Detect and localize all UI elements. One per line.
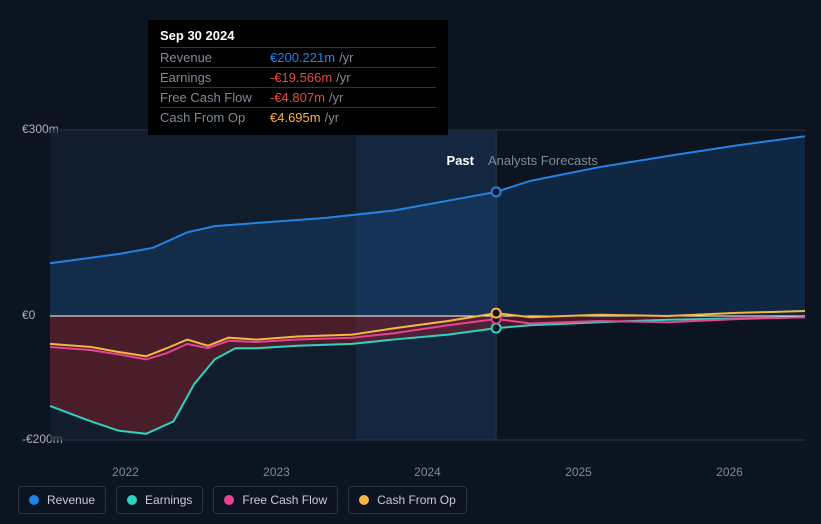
- tooltip-row-suffix: /yr: [329, 90, 343, 105]
- chart-marker-revenue: [492, 187, 501, 196]
- tooltip-row-value: -€4.807m: [270, 90, 325, 105]
- tooltip-row-value: €4.695m: [270, 110, 321, 125]
- x-axis-label: 2022: [50, 465, 201, 479]
- chart-container: Sep 30 2024 Revenue€200.221m/yrEarnings-…: [0, 0, 821, 524]
- tooltip-row: Cash From Op€4.695m/yr: [160, 107, 436, 127]
- tooltip-row-value: -€19.566m: [270, 70, 332, 85]
- x-axis-label: 2024: [352, 465, 503, 479]
- x-axis-label: 2025: [503, 465, 654, 479]
- tooltip-row-label: Free Cash Flow: [160, 90, 270, 105]
- chart-plot[interactable]: [50, 130, 805, 440]
- chart-marker-cfo: [492, 309, 501, 318]
- tooltip-row-label: Cash From Op: [160, 110, 270, 125]
- legend-item-revenue[interactable]: Revenue: [18, 486, 106, 514]
- legend-item-cfo[interactable]: Cash From Op: [348, 486, 467, 514]
- y-axis-label: €0: [22, 308, 35, 322]
- tooltip-row-suffix: /yr: [339, 50, 353, 65]
- tooltip-row-label: Earnings: [160, 70, 270, 85]
- tooltip-row: Revenue€200.221m/yr: [160, 47, 436, 67]
- tooltip-row: Earnings-€19.566m/yr: [160, 67, 436, 87]
- x-axis-label: 2026: [654, 465, 805, 479]
- legend-swatch: [127, 495, 137, 505]
- legend-item-earnings[interactable]: Earnings: [116, 486, 203, 514]
- legend-swatch: [359, 495, 369, 505]
- legend-label: Cash From Op: [377, 493, 456, 507]
- tooltip-title: Sep 30 2024: [160, 28, 436, 43]
- legend-label: Earnings: [145, 493, 192, 507]
- x-axis-label: 2023: [201, 465, 352, 479]
- legend-item-fcf[interactable]: Free Cash Flow: [213, 486, 338, 514]
- tooltip-row: Free Cash Flow-€4.807m/yr: [160, 87, 436, 107]
- legend-swatch: [29, 495, 39, 505]
- chart-marker-earnings: [492, 324, 501, 333]
- region-label-forecast: Analysts Forecasts: [488, 153, 598, 168]
- region-label-past: Past: [447, 153, 474, 168]
- tooltip-row-value: €200.221m: [270, 50, 335, 65]
- chart-legend: Revenue Earnings Free Cash Flow Cash From O…: [18, 486, 467, 514]
- tooltip-row-label: Revenue: [160, 50, 270, 65]
- tooltip-row-suffix: /yr: [325, 110, 339, 125]
- tooltip-row-suffix: /yr: [336, 70, 350, 85]
- legend-swatch: [224, 495, 234, 505]
- chart-tooltip: Sep 30 2024 Revenue€200.221m/yrEarnings-…: [148, 20, 448, 135]
- legend-label: Revenue: [47, 493, 95, 507]
- legend-label: Free Cash Flow: [242, 493, 327, 507]
- x-axis-labels: 20222023202420252026: [50, 465, 805, 479]
